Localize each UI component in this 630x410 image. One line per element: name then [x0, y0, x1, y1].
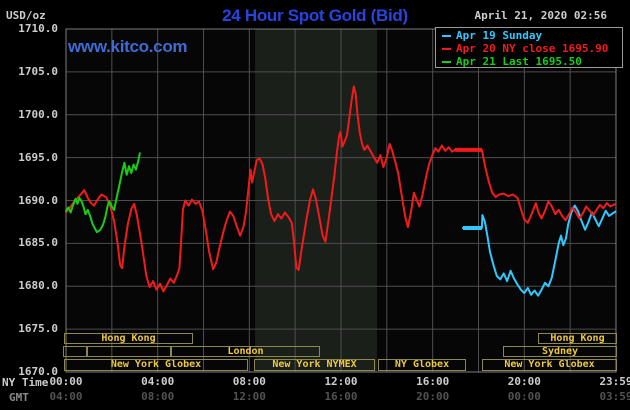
ny-time-tick-label: 12:00	[324, 375, 358, 388]
legend-line-swatch-icon	[442, 35, 451, 37]
apr-21-line	[65, 152, 141, 234]
ny-time-tick-label: 23:59	[599, 375, 630, 388]
legend-entry: Apr 19 Sunday	[442, 29, 622, 42]
ny-time-tick-label: 00:00	[49, 375, 83, 388]
plot-border	[65, 28, 617, 373]
legend-line-swatch-icon	[442, 48, 451, 50]
ny-time-tick-label: 16:00	[416, 375, 450, 388]
legend-entry: Apr 21 Last 1695.50	[442, 55, 622, 68]
session-box-sydney: Sydney	[503, 346, 617, 357]
session-box-unlabeled	[87, 346, 171, 357]
session-box-new-york-globex: New York Globex	[64, 359, 248, 371]
session-box-new-york-nymex: New York NYMEX	[254, 359, 375, 371]
apr-20-line	[65, 85, 617, 293]
y-tick-label: 1695.0	[18, 150, 58, 164]
gmt-time-tick-label: 16:00	[324, 390, 358, 403]
legend-entry: Apr 20 NY close 1695.90	[442, 42, 622, 55]
session-box-new-york-globex: New York Globex	[482, 359, 617, 371]
y-tick-label: 1700.0	[18, 107, 58, 121]
datetime-label: April 21, 2020 02:56	[474, 9, 607, 22]
legend-entry-label: Apr 19 Sunday	[456, 29, 543, 42]
session-box-london: London	[171, 346, 320, 357]
units-label: USD/oz	[6, 9, 46, 22]
y-tick-label: 1670.0	[18, 365, 58, 378]
ny-time-tick-label: 08:00	[232, 375, 266, 388]
gmt-row-label: GMT	[9, 391, 29, 404]
legend-line-swatch-icon	[442, 61, 451, 63]
y-tick-label: 1675.0	[18, 322, 58, 336]
gmt-time-tick-label: 00:00	[507, 390, 541, 403]
y-tick-label: 1680.0	[18, 279, 58, 293]
session-box-hong-kong: Hong Kong	[64, 333, 193, 344]
y-tick-label: 1685.0	[18, 236, 58, 250]
y-tick-label: 1705.0	[18, 64, 58, 78]
ny-time-tick-label: 20:00	[507, 375, 541, 388]
y-tick-label: 1690.0	[18, 193, 58, 207]
ny-time-row-label: NY Time	[2, 376, 49, 389]
session-box-hong-kong: Hong Kong	[538, 333, 617, 344]
legend-entry-label: Apr 20 NY close 1695.90	[456, 42, 609, 55]
legend-entry-label: Apr 21 Last 1695.50	[456, 55, 582, 68]
gmt-time-tick-label: 08:00	[141, 390, 175, 403]
y-tick-label: 1710.0	[18, 22, 58, 35]
gmt-time-tick-label: 12:00	[232, 390, 266, 403]
gmt-time-tick-label: 03:59	[599, 390, 630, 403]
session-box-unlabeled	[63, 346, 87, 357]
kitco-watermark: www.kitco.com	[68, 37, 188, 56]
session-box-ny-globex: NY Globex	[378, 359, 466, 371]
legend-box: Apr 19 Sunday Apr 20 NY close 1695.90 Apr …	[435, 27, 623, 68]
gmt-time-tick-label: 20:00	[416, 390, 450, 403]
gmt-time-tick-label: 04:00	[49, 390, 83, 403]
ny-time-tick-label: 04:00	[141, 375, 175, 388]
chart-title: 24 Hour Spot Gold (Bid)	[222, 6, 408, 25]
